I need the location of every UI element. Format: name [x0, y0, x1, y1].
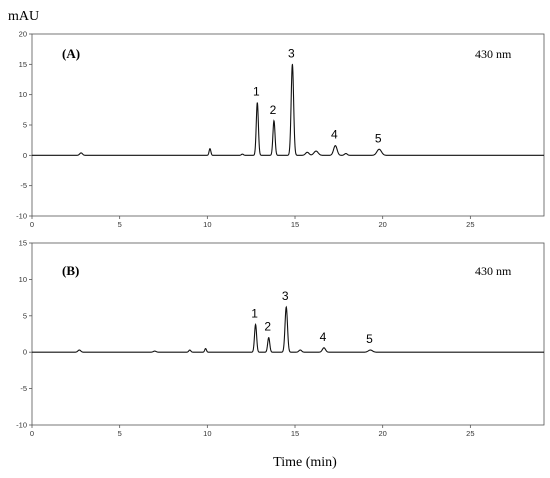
peak-label-1: 1 — [251, 307, 258, 321]
peak-label-1: 1 — [253, 85, 260, 99]
plot-frame — [31, 33, 545, 217]
x-tick-label: 15 — [291, 220, 299, 229]
peak-label-3: 3 — [282, 289, 289, 303]
y-tick-label: 5 — [23, 311, 27, 320]
x-tick-label: 10 — [203, 220, 211, 229]
x-tick-label: 0 — [30, 220, 34, 229]
x-tick-label: 15 — [291, 429, 299, 438]
peak-label-4: 4 — [331, 128, 338, 142]
y-tick-label: -10 — [16, 421, 27, 430]
peak-label-4: 4 — [320, 330, 327, 344]
x-tick-label: 25 — [466, 220, 474, 229]
wavelength-label: 430 nm — [475, 264, 512, 278]
peak-label-5: 5 — [366, 332, 373, 346]
chromatogram-trace — [32, 305, 544, 353]
panel-label: (B) — [62, 263, 79, 278]
panel-a: -10 -5 0 5 10 15 20 0 5 10 15 20 25 12 3 4 5 (A) 430 nm — [16, 30, 545, 229]
y-tick-label: 0 — [23, 348, 27, 357]
y-tick-label: 10 — [19, 275, 27, 284]
panel-b: -10 -5 0 5 10 15 0 5 10 15 20 25 12 3 4 5 (B) 430 nm — [16, 239, 545, 438]
y-tick-label: 20 — [19, 30, 27, 39]
y-tick-label: 0 — [23, 151, 27, 160]
x-tick-label: 5 — [118, 429, 122, 438]
y-tick-label: 10 — [19, 90, 27, 99]
y-tick-label: 15 — [19, 239, 27, 248]
y-tick-label: 5 — [23, 121, 27, 130]
x-tick-label: 10 — [203, 429, 211, 438]
panel-label: (A) — [62, 46, 80, 61]
y-tick-label: -5 — [20, 384, 27, 393]
y-tick-label: -5 — [20, 181, 27, 190]
y-tick-label: -10 — [16, 212, 27, 221]
peak-label-2: 2 — [264, 320, 271, 334]
peak-label-5: 5 — [375, 131, 382, 145]
x-tick-label: 20 — [379, 429, 387, 438]
y-axis-label: mAU — [8, 9, 39, 24]
x-tick-label: 0 — [30, 429, 34, 438]
wavelength-label: 430 nm — [475, 47, 512, 61]
x-tick-label: 5 — [118, 220, 122, 229]
chromatogram-trace — [32, 63, 544, 156]
y-tick-label: 15 — [19, 60, 27, 69]
x-axis-label: Time (min) — [273, 455, 337, 470]
peak-label-3: 3 — [288, 46, 295, 60]
plot-frame — [31, 242, 545, 426]
x-tick-label: 25 — [466, 429, 474, 438]
x-tick-label: 20 — [379, 220, 387, 229]
peak-label-2: 2 — [270, 103, 277, 117]
